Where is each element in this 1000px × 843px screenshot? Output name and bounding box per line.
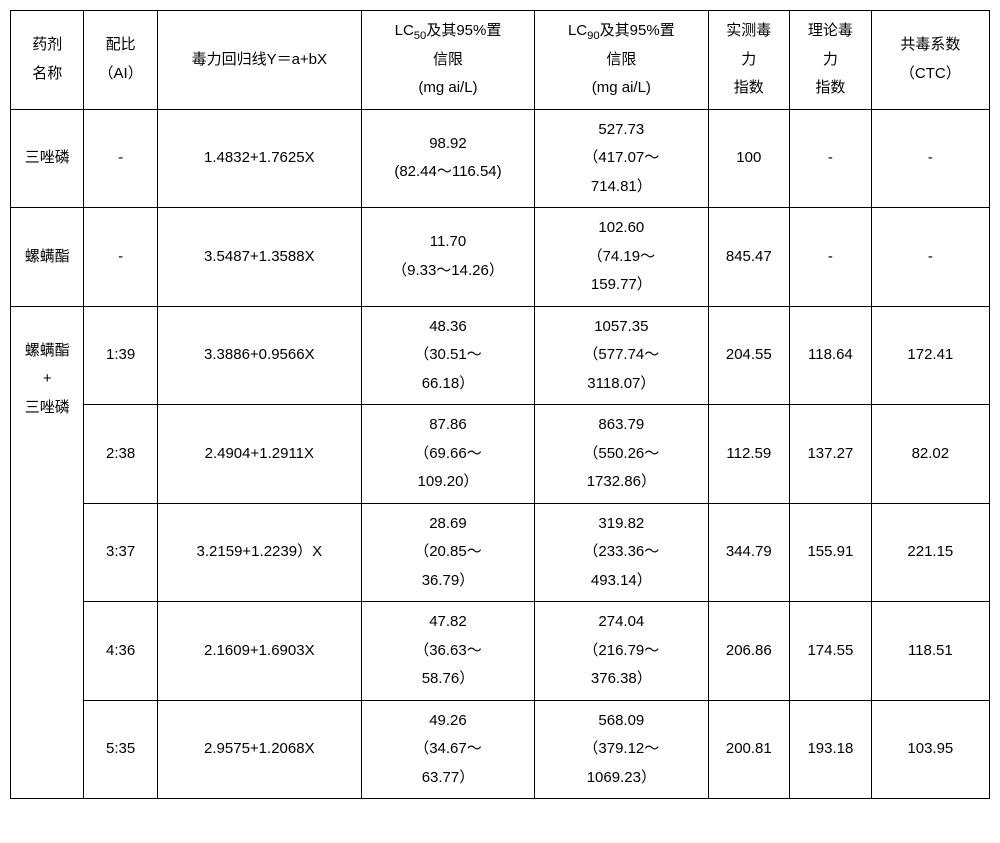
cell-lc50: 49.26 （34.67～ 63.77） <box>361 700 534 799</box>
cell-regression: 3.3886+0.9566X <box>157 306 361 405</box>
cell-drug-name: 螺螨酯 + 三唑磷 <box>11 306 84 799</box>
cell-ctc: - <box>871 109 989 208</box>
cell-ratio: - <box>84 109 157 208</box>
cell-lc50: 47.82 （36.63～ 58.76） <box>361 602 534 701</box>
header-ratio: 配比 （AI） <box>84 11 157 110</box>
cell-regression: 2.1609+1.6903X <box>157 602 361 701</box>
cell-regression: 2.9575+1.2068X <box>157 700 361 799</box>
cell-measured-index: 200.81 <box>708 700 790 799</box>
table-row: 螺螨酯-3.5487+1.3588X11.70 （9.33～14.26）102.… <box>11 208 990 307</box>
table-row: 三唑磷-1.4832+1.7625X98.92 (82.44～116.54)52… <box>11 109 990 208</box>
cell-ctc: 82.02 <box>871 405 989 504</box>
cell-theoretical-index: 193.18 <box>790 700 872 799</box>
header-row: 药剂 名称 配比 （AI） 毒力回归线Y＝a+bX LC50及其95%置 信限 … <box>11 11 990 110</box>
cell-theoretical-index: 137.27 <box>790 405 872 504</box>
cell-measured-index: 204.55 <box>708 306 790 405</box>
cell-regression: 3.2159+1.2239）X <box>157 503 361 602</box>
cell-lc90: 1057.35 （577.74～ 3118.07） <box>535 306 708 405</box>
cell-lc90: 274.04 （216.79～ 376.38） <box>535 602 708 701</box>
cell-ctc: 172.41 <box>871 306 989 405</box>
cell-measured-index: 100 <box>708 109 790 208</box>
table-row: 5:352.9575+1.2068X49.26 （34.67～ 63.77）56… <box>11 700 990 799</box>
cell-measured-index: 344.79 <box>708 503 790 602</box>
cell-lc90: 527.73 （417.07～ 714.81） <box>535 109 708 208</box>
cell-measured-index: 112.59 <box>708 405 790 504</box>
cell-theoretical-index: - <box>790 109 872 208</box>
cell-measured-index: 845.47 <box>708 208 790 307</box>
cell-lc90: 319.82 （233.36～ 493.14） <box>535 503 708 602</box>
cell-theoretical-index: - <box>790 208 872 307</box>
cell-lc90: 863.79 （550.26～ 1732.86） <box>535 405 708 504</box>
cell-drug-name: 三唑磷 <box>11 109 84 208</box>
cell-ctc: 221.15 <box>871 503 989 602</box>
cell-ctc: - <box>871 208 989 307</box>
header-drug-name: 药剂 名称 <box>11 11 84 110</box>
cell-lc90: 568.09 （379.12～ 1069.23） <box>535 700 708 799</box>
cell-regression: 3.5487+1.3588X <box>157 208 361 307</box>
header-lc50: LC50及其95%置 信限 (mg ai/L) <box>361 11 534 110</box>
cell-lc50: 98.92 (82.44～116.54) <box>361 109 534 208</box>
header-regression: 毒力回归线Y＝a+bX <box>157 11 361 110</box>
table-row: 4:362.1609+1.6903X47.82 （36.63～ 58.76）27… <box>11 602 990 701</box>
cell-ratio: 2:38 <box>84 405 157 504</box>
cell-theoretical-index: 174.55 <box>790 602 872 701</box>
cell-lc50: 28.69 （20.85～ 36.79） <box>361 503 534 602</box>
cell-regression: 1.4832+1.7625X <box>157 109 361 208</box>
toxicity-table: 药剂 名称 配比 （AI） 毒力回归线Y＝a+bX LC50及其95%置 信限 … <box>10 10 990 799</box>
cell-ratio: 5:35 <box>84 700 157 799</box>
cell-measured-index: 206.86 <box>708 602 790 701</box>
cell-ratio: 4:36 <box>84 602 157 701</box>
cell-drug-name: 螺螨酯 <box>11 208 84 307</box>
cell-regression: 2.4904+1.2911X <box>157 405 361 504</box>
header-ctc: 共毒系数 （CTC） <box>871 11 989 110</box>
header-measured-index: 实测毒 力 指数 <box>708 11 790 110</box>
cell-ctc: 103.95 <box>871 700 989 799</box>
cell-ratio: 3:37 <box>84 503 157 602</box>
cell-ratio: - <box>84 208 157 307</box>
table-row: 3:373.2159+1.2239）X28.69 （20.85～ 36.79）3… <box>11 503 990 602</box>
cell-theoretical-index: 155.91 <box>790 503 872 602</box>
cell-lc50: 11.70 （9.33～14.26） <box>361 208 534 307</box>
cell-ctc: 118.51 <box>871 602 989 701</box>
header-theoretical-index: 理论毒 力 指数 <box>790 11 872 110</box>
table-body: 三唑磷-1.4832+1.7625X98.92 (82.44～116.54)52… <box>11 109 990 799</box>
cell-theoretical-index: 118.64 <box>790 306 872 405</box>
cell-lc90: 102.60 （74.19～ 159.77） <box>535 208 708 307</box>
cell-ratio: 1:39 <box>84 306 157 405</box>
table-row: 螺螨酯 + 三唑磷1:393.3886+0.9566X48.36 （30.51～… <box>11 306 990 405</box>
cell-lc50: 87.86 （69.66～ 109.20） <box>361 405 534 504</box>
cell-lc50: 48.36 （30.51～ 66.18） <box>361 306 534 405</box>
table-row: 2:382.4904+1.2911X87.86 （69.66～ 109.20）8… <box>11 405 990 504</box>
header-lc90: LC90及其95%置 信限 (mg ai/L) <box>535 11 708 110</box>
